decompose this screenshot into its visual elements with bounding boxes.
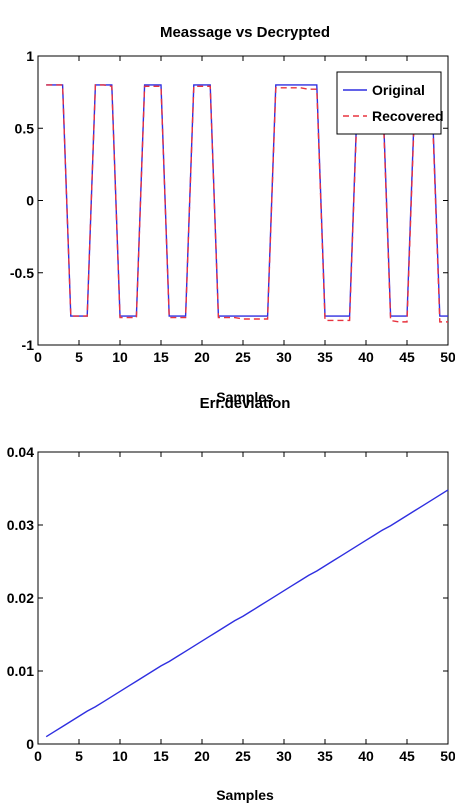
x-tick-label: 20 bbox=[194, 349, 210, 365]
legend-label: Recovered bbox=[372, 108, 444, 124]
x-tick-label: 0 bbox=[34, 349, 42, 365]
chart-title: Err.deviation bbox=[200, 395, 291, 412]
series-line-error bbox=[45, 489, 449, 738]
legend-label: Original bbox=[372, 82, 425, 98]
y-tick-label: 0.04 bbox=[7, 444, 34, 460]
legend-box bbox=[336, 71, 442, 135]
x-tick-label: 5 bbox=[75, 748, 83, 764]
plot-area bbox=[37, 451, 449, 745]
plot-message-vs-decrypted: Meassage vs Decrypted Samples 0 5 10 15 20 25… bbox=[10, 24, 455, 405]
x-tick-label: 10 bbox=[112, 349, 128, 365]
x-tick-label: 5 bbox=[75, 349, 83, 365]
x-axis-label: Samples bbox=[216, 787, 274, 803]
x-tick-label: 10 bbox=[112, 748, 128, 764]
chart-title: Meassage vs Decrypted bbox=[160, 24, 330, 41]
series-line-recovered bbox=[46, 84, 448, 323]
x-tick-label: 50 bbox=[440, 748, 455, 764]
x-tick-label: 40 bbox=[358, 748, 374, 764]
x-tick-label: 15 bbox=[153, 748, 169, 764]
x-tick-label: 50 bbox=[440, 349, 455, 365]
x-tick-label: 15 bbox=[153, 349, 169, 365]
y-tick-label: 0 bbox=[26, 193, 34, 209]
x-tick-label: 25 bbox=[235, 748, 251, 764]
y-tick-label: 1 bbox=[26, 48, 34, 64]
x-tick-label: 25 bbox=[235, 349, 251, 365]
x-tick-label: 45 bbox=[399, 349, 415, 365]
x-tick-label: 35 bbox=[317, 748, 333, 764]
y-tick-label: 0.03 bbox=[7, 517, 34, 533]
y-tick-label: -0.5 bbox=[10, 265, 34, 281]
y-tick-label: 0 bbox=[26, 736, 34, 752]
x-tick-label: 20 bbox=[194, 748, 210, 764]
x-tick-label: 35 bbox=[317, 349, 333, 365]
y-tick-label: 0.02 bbox=[7, 590, 34, 606]
x-tick-label: 0 bbox=[34, 748, 42, 764]
x-tick-label: 40 bbox=[358, 349, 374, 365]
x-axis-label: Samples bbox=[216, 389, 274, 405]
x-tick-label: 30 bbox=[276, 748, 292, 764]
x-tick-label: 30 bbox=[276, 349, 292, 365]
y-tick-label: 0.5 bbox=[15, 120, 35, 136]
y-tick-label: -1 bbox=[22, 337, 35, 353]
y-tick-label: 0.01 bbox=[7, 663, 34, 679]
x-tick-label: 45 bbox=[399, 748, 415, 764]
plot-error-deviation: Err.deviation Samples 0 5 10 15 20 25 30 35 40 45… bbox=[7, 395, 455, 803]
